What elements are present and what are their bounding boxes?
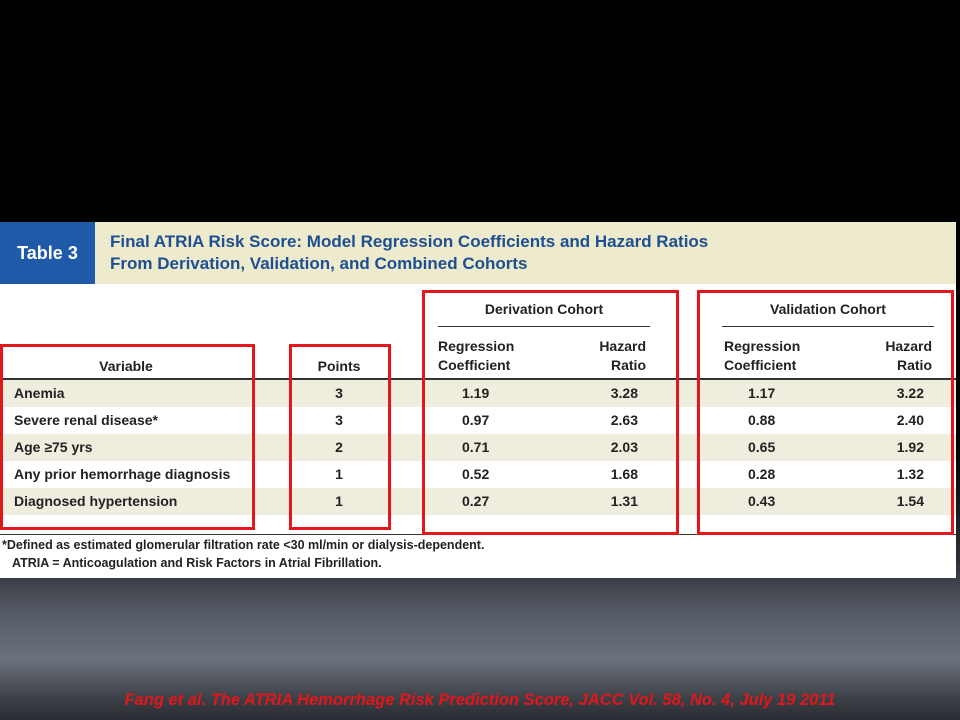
cell-der-coef: 0.97 bbox=[462, 412, 490, 428]
cell-val-coef: 0.28 bbox=[748, 466, 776, 482]
val-coef-line1: Regression bbox=[724, 338, 801, 354]
highlight-box-points bbox=[289, 344, 391, 530]
cell-der-coef: 0.27 bbox=[462, 493, 490, 509]
cell-val-coef: 0.88 bbox=[748, 412, 776, 428]
der-hr-line1: Hazard bbox=[599, 338, 646, 354]
header-bottom-rule bbox=[0, 378, 956, 380]
footnote-atria: ATRIA = Anticoagulation and Risk Factors… bbox=[12, 556, 382, 570]
col-header-points: Points bbox=[317, 358, 361, 374]
table-title: Final ATRIA Risk Score: Model Regression… bbox=[110, 231, 930, 275]
cell-der-hr: 3.28 bbox=[610, 385, 638, 401]
cell-variable: Age ≥75 yrs bbox=[14, 439, 93, 455]
col-header-variable: Variable bbox=[99, 358, 153, 374]
val-hr-line1: Hazard bbox=[885, 338, 932, 354]
cell-der-coef: 0.52 bbox=[462, 466, 490, 482]
validation-cohort-header: Validation Cohort bbox=[770, 301, 886, 317]
derivation-group-rule bbox=[438, 326, 650, 327]
citation-text: Fang et al. The ATRIA Hemorrhage Risk Pr… bbox=[124, 691, 836, 709]
table-row: Anemia 3 1.19 3.28 1.17 3.22 bbox=[0, 380, 956, 407]
cell-variable: Severe renal disease* bbox=[14, 412, 158, 428]
cell-variable: Any prior hemorrhage diagnosis bbox=[14, 466, 231, 482]
highlight-box-variable bbox=[0, 344, 255, 530]
cell-points: 1 bbox=[335, 466, 343, 482]
cell-der-hr: 1.68 bbox=[610, 466, 638, 482]
col-header-val-coef: Regression Coefficient bbox=[724, 337, 824, 375]
table-row: Age ≥75 yrs 2 0.71 2.03 0.65 1.92 bbox=[0, 434, 956, 461]
table-title-line2: From Derivation, Validation, and Combine… bbox=[110, 254, 528, 273]
cell-der-coef: 0.71 bbox=[462, 439, 490, 455]
val-coef-line2: Coefficient bbox=[724, 357, 797, 373]
cell-der-hr: 2.63 bbox=[610, 412, 638, 428]
table-image: Table 3 Final ATRIA Risk Score: Model Re… bbox=[0, 222, 956, 578]
cell-points: 1 bbox=[335, 493, 343, 509]
table-title-line1: Final ATRIA Risk Score: Model Regression… bbox=[110, 232, 709, 251]
footnote-egfr: *Defined as estimated glomerular filtrat… bbox=[2, 538, 485, 552]
cell-der-coef: 1.19 bbox=[462, 385, 490, 401]
cell-points: 3 bbox=[335, 412, 343, 428]
cell-val-hr: 2.40 bbox=[896, 412, 924, 428]
der-coef-line2: Coefficient bbox=[438, 357, 511, 373]
der-hr-line2: Ratio bbox=[611, 357, 646, 373]
col-header-der-hr: Hazard Ratio bbox=[576, 337, 646, 375]
cell-points: 2 bbox=[335, 439, 343, 455]
cell-points: 3 bbox=[335, 385, 343, 401]
table-number-label: Table 3 bbox=[0, 222, 95, 284]
table-row: Any prior hemorrhage diagnosis 1 0.52 1.… bbox=[0, 461, 956, 488]
cell-val-coef: 1.17 bbox=[748, 385, 776, 401]
slide-black-area bbox=[0, 0, 960, 222]
cell-val-hr: 1.32 bbox=[896, 466, 924, 482]
cell-val-coef: 0.65 bbox=[748, 439, 776, 455]
cell-val-hr: 1.54 bbox=[896, 493, 924, 509]
highlight-box-validation bbox=[697, 290, 954, 535]
col-header-der-coef: Regression Coefficient bbox=[438, 337, 538, 375]
validation-group-rule bbox=[722, 326, 934, 327]
cell-variable: Anemia bbox=[14, 385, 65, 401]
derivation-cohort-header: Derivation Cohort bbox=[484, 301, 604, 317]
highlight-box-derivation bbox=[422, 290, 679, 535]
cell-val-hr: 3.22 bbox=[896, 385, 924, 401]
cell-val-hr: 1.92 bbox=[896, 439, 924, 455]
table-row: Severe renal disease* 3 0.97 2.63 0.88 2… bbox=[0, 407, 956, 434]
table-row: Diagnosed hypertension 1 0.27 1.31 0.43 … bbox=[0, 488, 956, 515]
der-coef-line1: Regression bbox=[438, 338, 515, 354]
val-hr-line2: Ratio bbox=[897, 357, 932, 373]
cell-val-coef: 0.43 bbox=[748, 493, 776, 509]
table-header-band: Table 3 Final ATRIA Risk Score: Model Re… bbox=[0, 222, 956, 284]
col-header-val-hr: Hazard Ratio bbox=[862, 337, 932, 375]
cell-der-hr: 1.31 bbox=[610, 493, 638, 509]
cell-variable: Diagnosed hypertension bbox=[14, 493, 178, 509]
cell-der-hr: 2.03 bbox=[610, 439, 638, 455]
